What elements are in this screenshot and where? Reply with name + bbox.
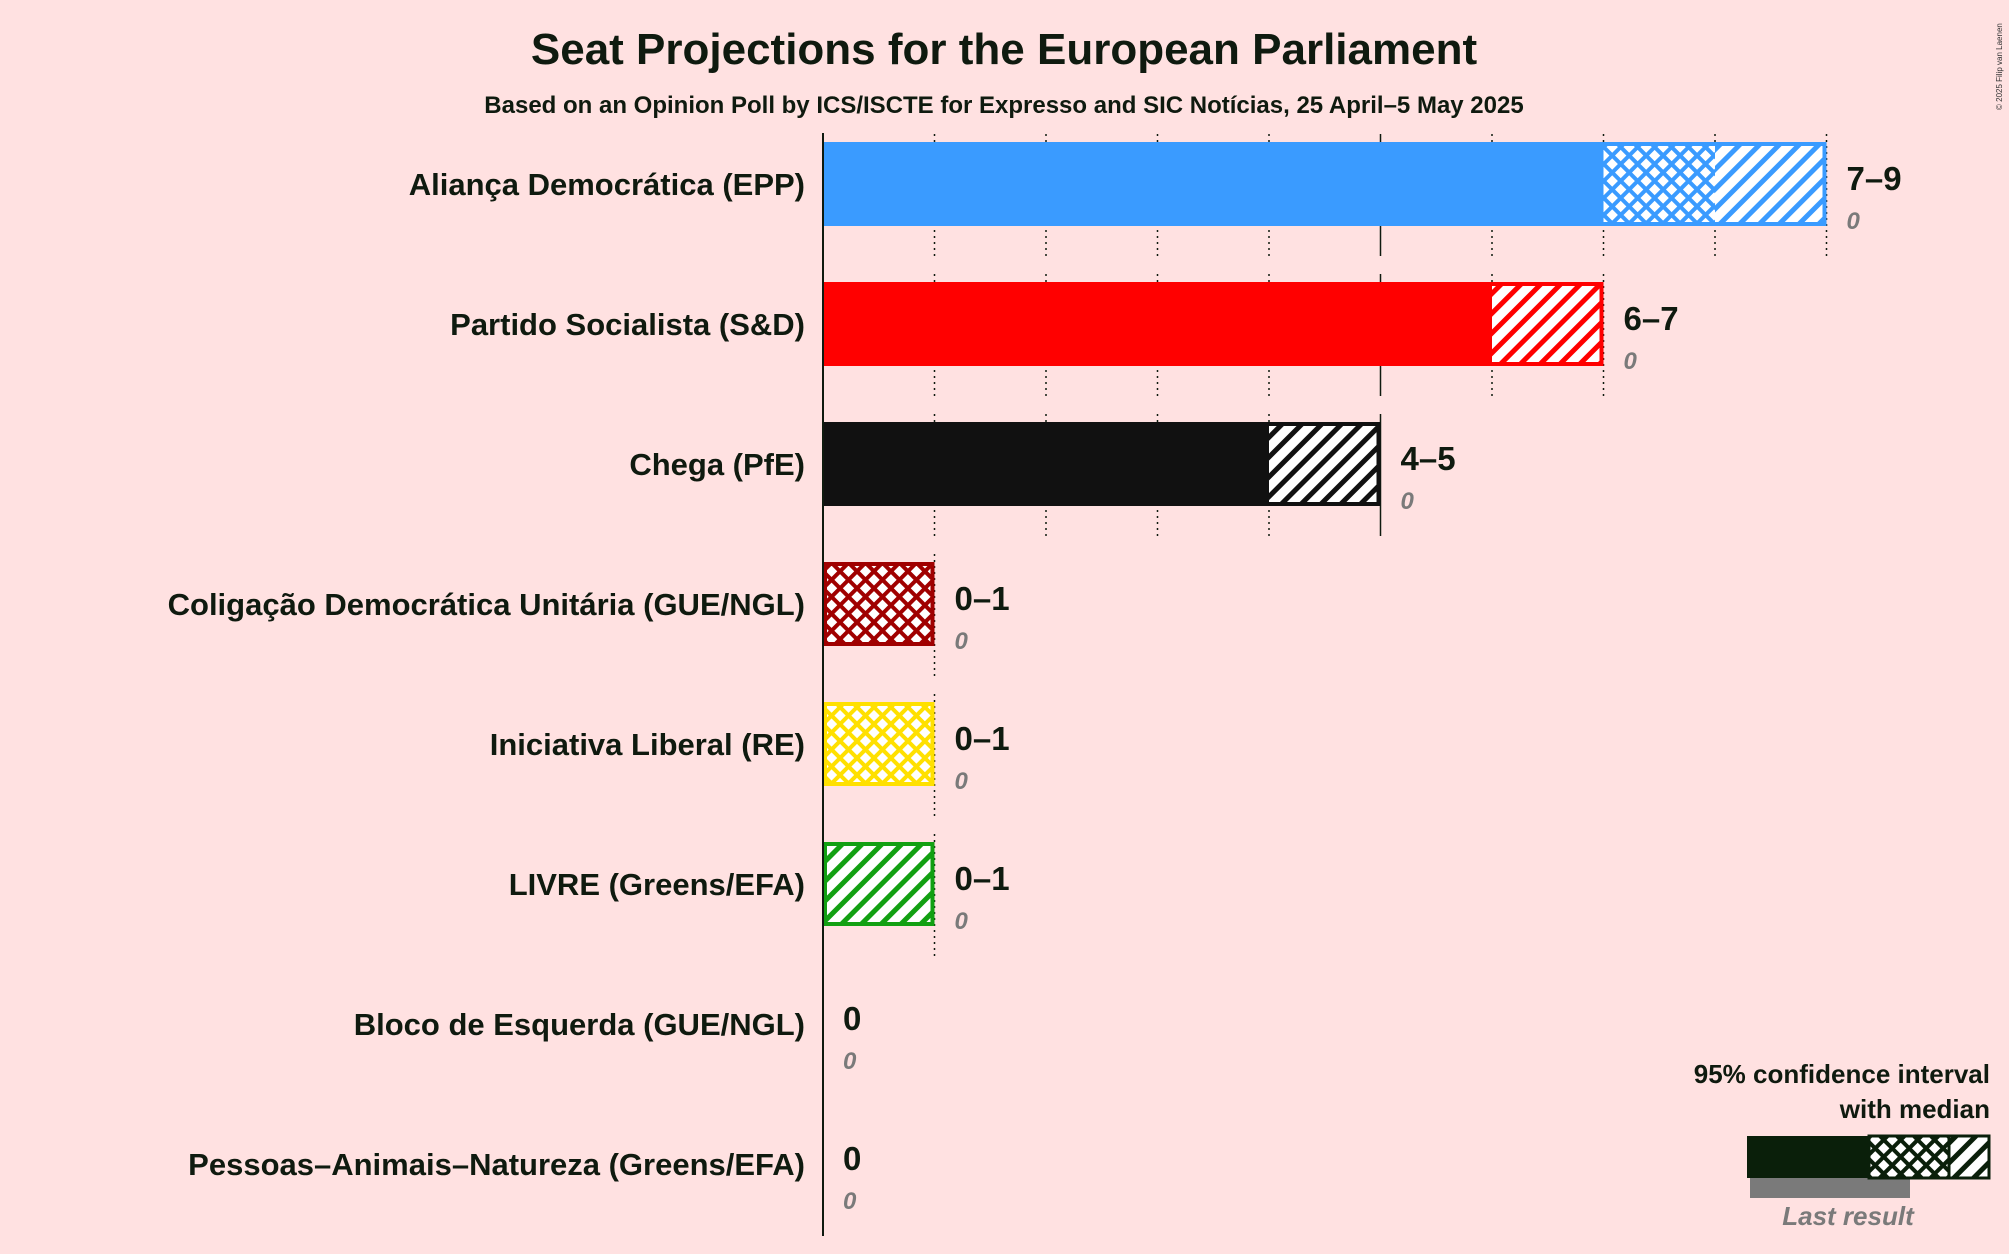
seat-range-label: 6–7 [1624, 300, 1679, 337]
last-result-label: 0 [955, 768, 969, 795]
copyright-notice: © 2025 Filip van Laenen [1995, 23, 2004, 110]
seat-range-label: 0 [843, 1000, 861, 1037]
last-result-label: 0 [1847, 208, 1861, 235]
last-result-label: 0 [1624, 348, 1638, 375]
legend-ci-median-crosshatch [1867, 1134, 1951, 1180]
bar-crosshatch-segment [823, 702, 935, 786]
labels: Aliança Democrática (EPP) 7–9 0 Partido Soc… [168, 160, 1902, 1215]
bar-hatch-segment [1269, 422, 1381, 506]
seat-range-label: 0 [843, 1140, 861, 1177]
bar-hatch-segment [1715, 142, 1827, 226]
party-name-label: Partido Socialista (S&D) [450, 307, 805, 342]
last-result-label: 0 [843, 1048, 857, 1075]
bar-solid-segment [823, 142, 1604, 226]
bar-hatch-segment [823, 842, 935, 926]
seat-range-label: 4–5 [1401, 440, 1456, 477]
legend: 95% confidence interval with median Last… [1694, 1059, 1991, 1231]
bar-outline [823, 562, 935, 646]
bar-crosshatch-segment [823, 562, 935, 646]
seat-range-label: 0–1 [955, 860, 1010, 897]
bar-outline [823, 842, 935, 926]
seat-range-label: 7–9 [1847, 160, 1902, 197]
bar-outline [823, 142, 1827, 226]
bar-solid-segment [823, 282, 1492, 366]
seat-range-label: 0–1 [955, 720, 1010, 757]
chart-subtitle: Based on an Opinion Poll by ICS/ISCTE fo… [484, 92, 1523, 119]
party-bar-group [823, 702, 935, 786]
bars [823, 142, 1827, 926]
last-result-label: 0 [843, 1188, 857, 1215]
seat-range-label: 0–1 [955, 580, 1010, 617]
legend-last-result-bar [1750, 1178, 1910, 1198]
last-result-label: 0 [955, 628, 969, 655]
party-name-label: Chega (PfE) [629, 447, 805, 482]
bar-hatch-segment [1492, 282, 1604, 366]
party-name-label: Bloco de Esquerda (GUE/NGL) [354, 1007, 805, 1042]
gridlines [933, 134, 1828, 956]
bar-outline [823, 282, 1604, 366]
bar-solid-segment [823, 422, 1269, 506]
party-name-label: Pessoas–Animais–Natureza (Greens/EFA) [188, 1147, 805, 1182]
last-result-label: 0 [955, 908, 969, 935]
legend-last-result-label: Last result [1782, 1201, 1915, 1231]
bar-outline [823, 422, 1381, 506]
last-result-label: 0 [1401, 488, 1415, 515]
legend-ci-solid [1747, 1136, 1869, 1178]
legend-title-line1: 95% confidence interval [1694, 1059, 1990, 1089]
party-name-label: Aliança Democrática (EPP) [409, 167, 805, 202]
bar-crosshatch-segment [1603, 142, 1715, 226]
legend-ci-upper-hatch [1947, 1134, 1991, 1180]
party-name-label: Iniciativa Liberal (RE) [490, 727, 805, 762]
party-bar-group [823, 842, 935, 926]
bar-outline [823, 702, 935, 786]
party-bar-group [823, 282, 1604, 366]
party-bar-group [823, 422, 1381, 506]
party-name-label: Coligação Democrática Unitária (GUE/NGL) [168, 587, 805, 622]
chart-title: Seat Projections for the European Parlia… [531, 25, 1478, 74]
party-name-label: LIVRE (Greens/EFA) [509, 867, 805, 902]
party-bar-group [823, 142, 1827, 226]
party-bar-group [823, 562, 935, 646]
legend-title-line2: with median [1839, 1094, 1990, 1124]
